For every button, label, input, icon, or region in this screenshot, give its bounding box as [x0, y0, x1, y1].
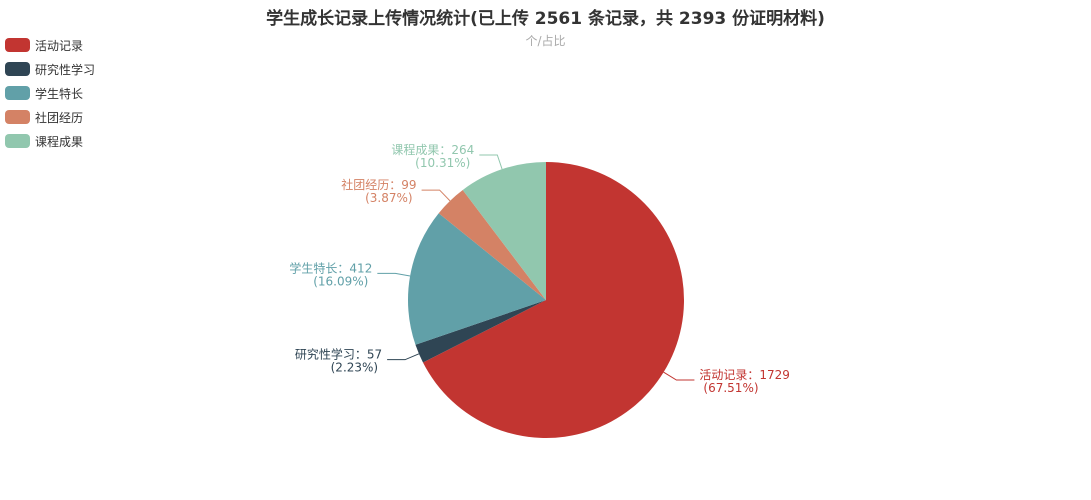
slice-label-course: 课程成果：264 — [391, 142, 474, 157]
legend-item-activity[interactable]: 活动记录 — [5, 33, 95, 57]
legend-label: 研究性学习 — [35, 62, 96, 77]
pie-slice-course[interactable] — [462, 162, 546, 300]
legend-item-club[interactable]: 社团经历 — [5, 105, 95, 129]
legend-swatch — [5, 134, 30, 148]
slice-percent-research: (2.23%) — [331, 361, 378, 375]
legend-label: 活动记录 — [35, 38, 84, 53]
slice-label-talent: 学生特长：412 — [289, 260, 372, 275]
leader-line-club — [421, 189, 451, 202]
slice-label-research: 研究性学习：57 — [295, 347, 382, 362]
legend-item-course[interactable]: 课程成果 — [5, 129, 95, 153]
pie-slice-activity[interactable] — [422, 161, 685, 438]
legend: 活动记录 研究性学习 学生特长 社团经历 课程成果 — [5, 33, 95, 153]
legend-item-talent[interactable]: 学生特长 — [5, 81, 95, 105]
slice-label-club: 社团经历：99 — [341, 177, 416, 192]
pie-slice-talent[interactable] — [407, 213, 546, 345]
leader-line-research — [387, 353, 420, 361]
chart-subtitle: 个/占比 — [525, 34, 566, 48]
chart-title: 学生成长记录上传情况统计(已上传 2561 条记录，共 2393 份证明材料) — [266, 9, 825, 29]
legend-swatch — [5, 62, 30, 76]
pie-slice-club[interactable] — [438, 189, 546, 300]
legend-label: 学生特长 — [35, 86, 84, 101]
leader-line-course — [479, 154, 503, 170]
slice-percent-course: (10.31%) — [415, 156, 470, 170]
legend-swatch — [5, 38, 30, 52]
legend-label: 社团经历 — [35, 110, 84, 125]
slice-label-activity: 活动记录：1729 — [699, 368, 790, 382]
legend-item-research[interactable]: 研究性学习 — [5, 57, 95, 81]
pie-slice-research[interactable] — [415, 300, 546, 363]
legend-label: 课程成果 — [35, 134, 84, 149]
slice-percent-activity: (67.51%) — [703, 381, 758, 395]
slice-percent-club: (3.87%) — [365, 191, 412, 205]
leader-line-activity — [663, 371, 695, 381]
slice-percent-talent: (16.09%) — [313, 274, 368, 288]
legend-swatch — [5, 86, 30, 100]
legend-swatch — [5, 110, 30, 124]
leader-line-talent — [377, 272, 411, 277]
